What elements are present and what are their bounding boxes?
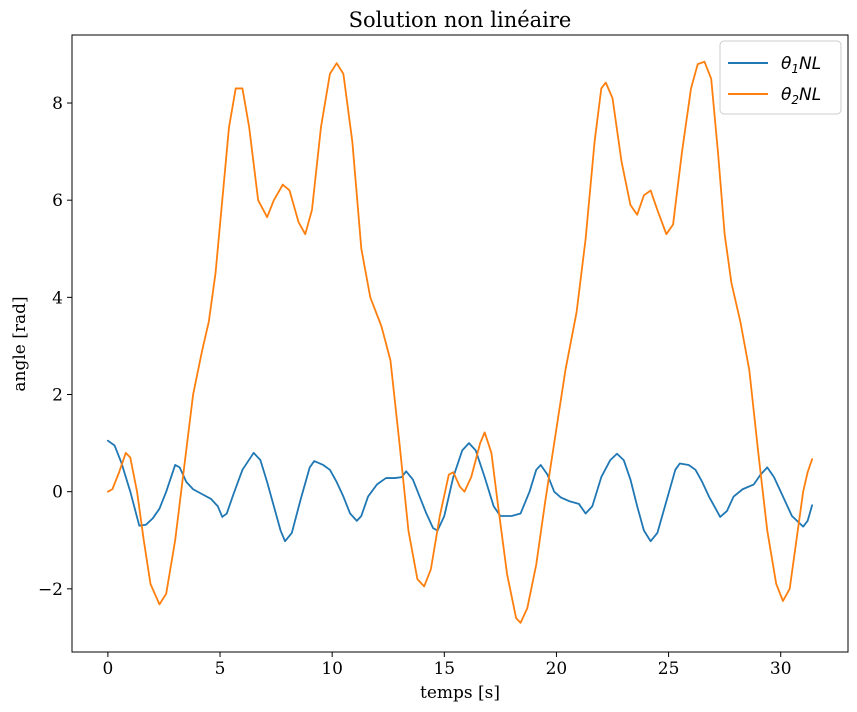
x-tick-label: 10 <box>321 659 343 679</box>
legend-box <box>719 40 842 115</box>
series-line-2 <box>106 60 814 624</box>
series-line-1 <box>106 439 814 543</box>
x-axis-label: temps [s] <box>420 683 500 703</box>
x-tick-label: 20 <box>546 659 568 679</box>
series-layer <box>106 60 814 624</box>
y-tick-label: 2 <box>52 386 63 406</box>
x-tick-label: 30 <box>770 659 792 679</box>
y-tick-label: −2 <box>38 580 63 600</box>
y-tick-label: 6 <box>52 191 63 211</box>
legend: θ1NL θ2NL <box>719 40 842 115</box>
y-tick-label: 0 <box>52 483 63 503</box>
legend-label-2: θ2NL <box>781 85 821 107</box>
y-axis-label: angle [rad] <box>10 296 30 391</box>
x-axis: 0 5 10 15 20 25 30 <box>102 652 792 679</box>
y-axis: −2 0 2 4 6 8 <box>38 94 72 600</box>
x-tick-label: 0 <box>102 659 113 679</box>
y-tick-label: 8 <box>52 94 63 114</box>
plot-frame <box>71 34 849 653</box>
y-tick-label: 4 <box>52 288 63 308</box>
x-tick-label: 25 <box>658 659 680 679</box>
chart-title: Solution non linéaire <box>349 8 572 32</box>
legend-label-1: θ1NL <box>781 54 821 76</box>
x-tick-label: 5 <box>215 659 226 679</box>
x-tick-label: 15 <box>433 659 455 679</box>
